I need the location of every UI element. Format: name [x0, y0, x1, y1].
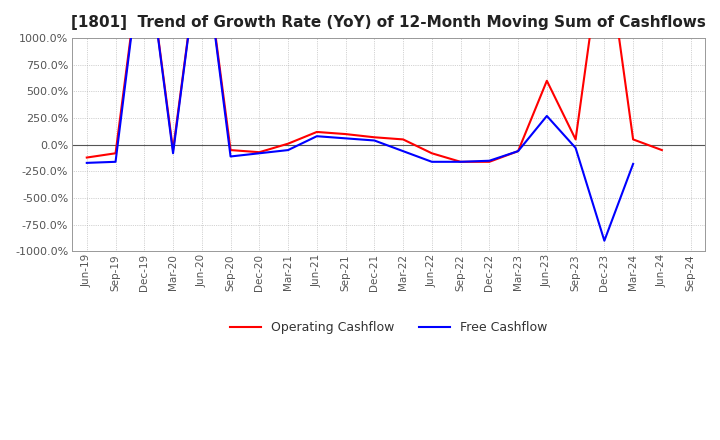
Operating Cashflow — [514, 149, 523, 154]
Operating Cashflow — [571, 137, 580, 142]
Free Cashflow — [111, 159, 120, 165]
Free Cashflow — [312, 134, 321, 139]
Free Cashflow — [600, 238, 608, 243]
Free Cashflow — [341, 136, 350, 141]
Operating Cashflow — [456, 159, 465, 165]
Operating Cashflow — [284, 141, 292, 147]
Operating Cashflow — [370, 135, 379, 140]
Free Cashflow — [543, 114, 552, 119]
Operating Cashflow — [657, 147, 666, 153]
Free Cashflow — [514, 149, 523, 154]
Operating Cashflow — [312, 129, 321, 135]
Operating Cashflow — [341, 132, 350, 137]
Free Cashflow — [485, 158, 494, 163]
Operating Cashflow — [168, 147, 177, 153]
Operating Cashflow — [226, 147, 235, 153]
Title: [1801]  Trend of Growth Rate (YoY) of 12-Month Moving Sum of Cashflows: [1801] Trend of Growth Rate (YoY) of 12-… — [71, 15, 706, 30]
Free Cashflow — [399, 149, 408, 154]
Operating Cashflow — [111, 150, 120, 156]
Operating Cashflow — [428, 150, 436, 156]
Free Cashflow — [284, 147, 292, 153]
Free Cashflow — [456, 159, 465, 165]
Operating Cashflow — [543, 78, 552, 84]
Operating Cashflow — [399, 137, 408, 142]
Free Cashflow — [168, 150, 177, 156]
Free Cashflow — [370, 138, 379, 143]
Free Cashflow — [226, 154, 235, 159]
Operating Cashflow — [629, 137, 637, 142]
Free Cashflow — [83, 160, 91, 165]
Line: Operating Cashflow: Operating Cashflow — [87, 0, 662, 162]
Free Cashflow — [255, 150, 264, 156]
Line: Free Cashflow: Free Cashflow — [87, 0, 633, 241]
Operating Cashflow — [255, 150, 264, 155]
Operating Cashflow — [485, 159, 494, 165]
Operating Cashflow — [83, 155, 91, 160]
Legend: Operating Cashflow, Free Cashflow: Operating Cashflow, Free Cashflow — [225, 316, 553, 339]
Free Cashflow — [571, 145, 580, 150]
Free Cashflow — [629, 161, 637, 167]
Free Cashflow — [428, 159, 436, 165]
